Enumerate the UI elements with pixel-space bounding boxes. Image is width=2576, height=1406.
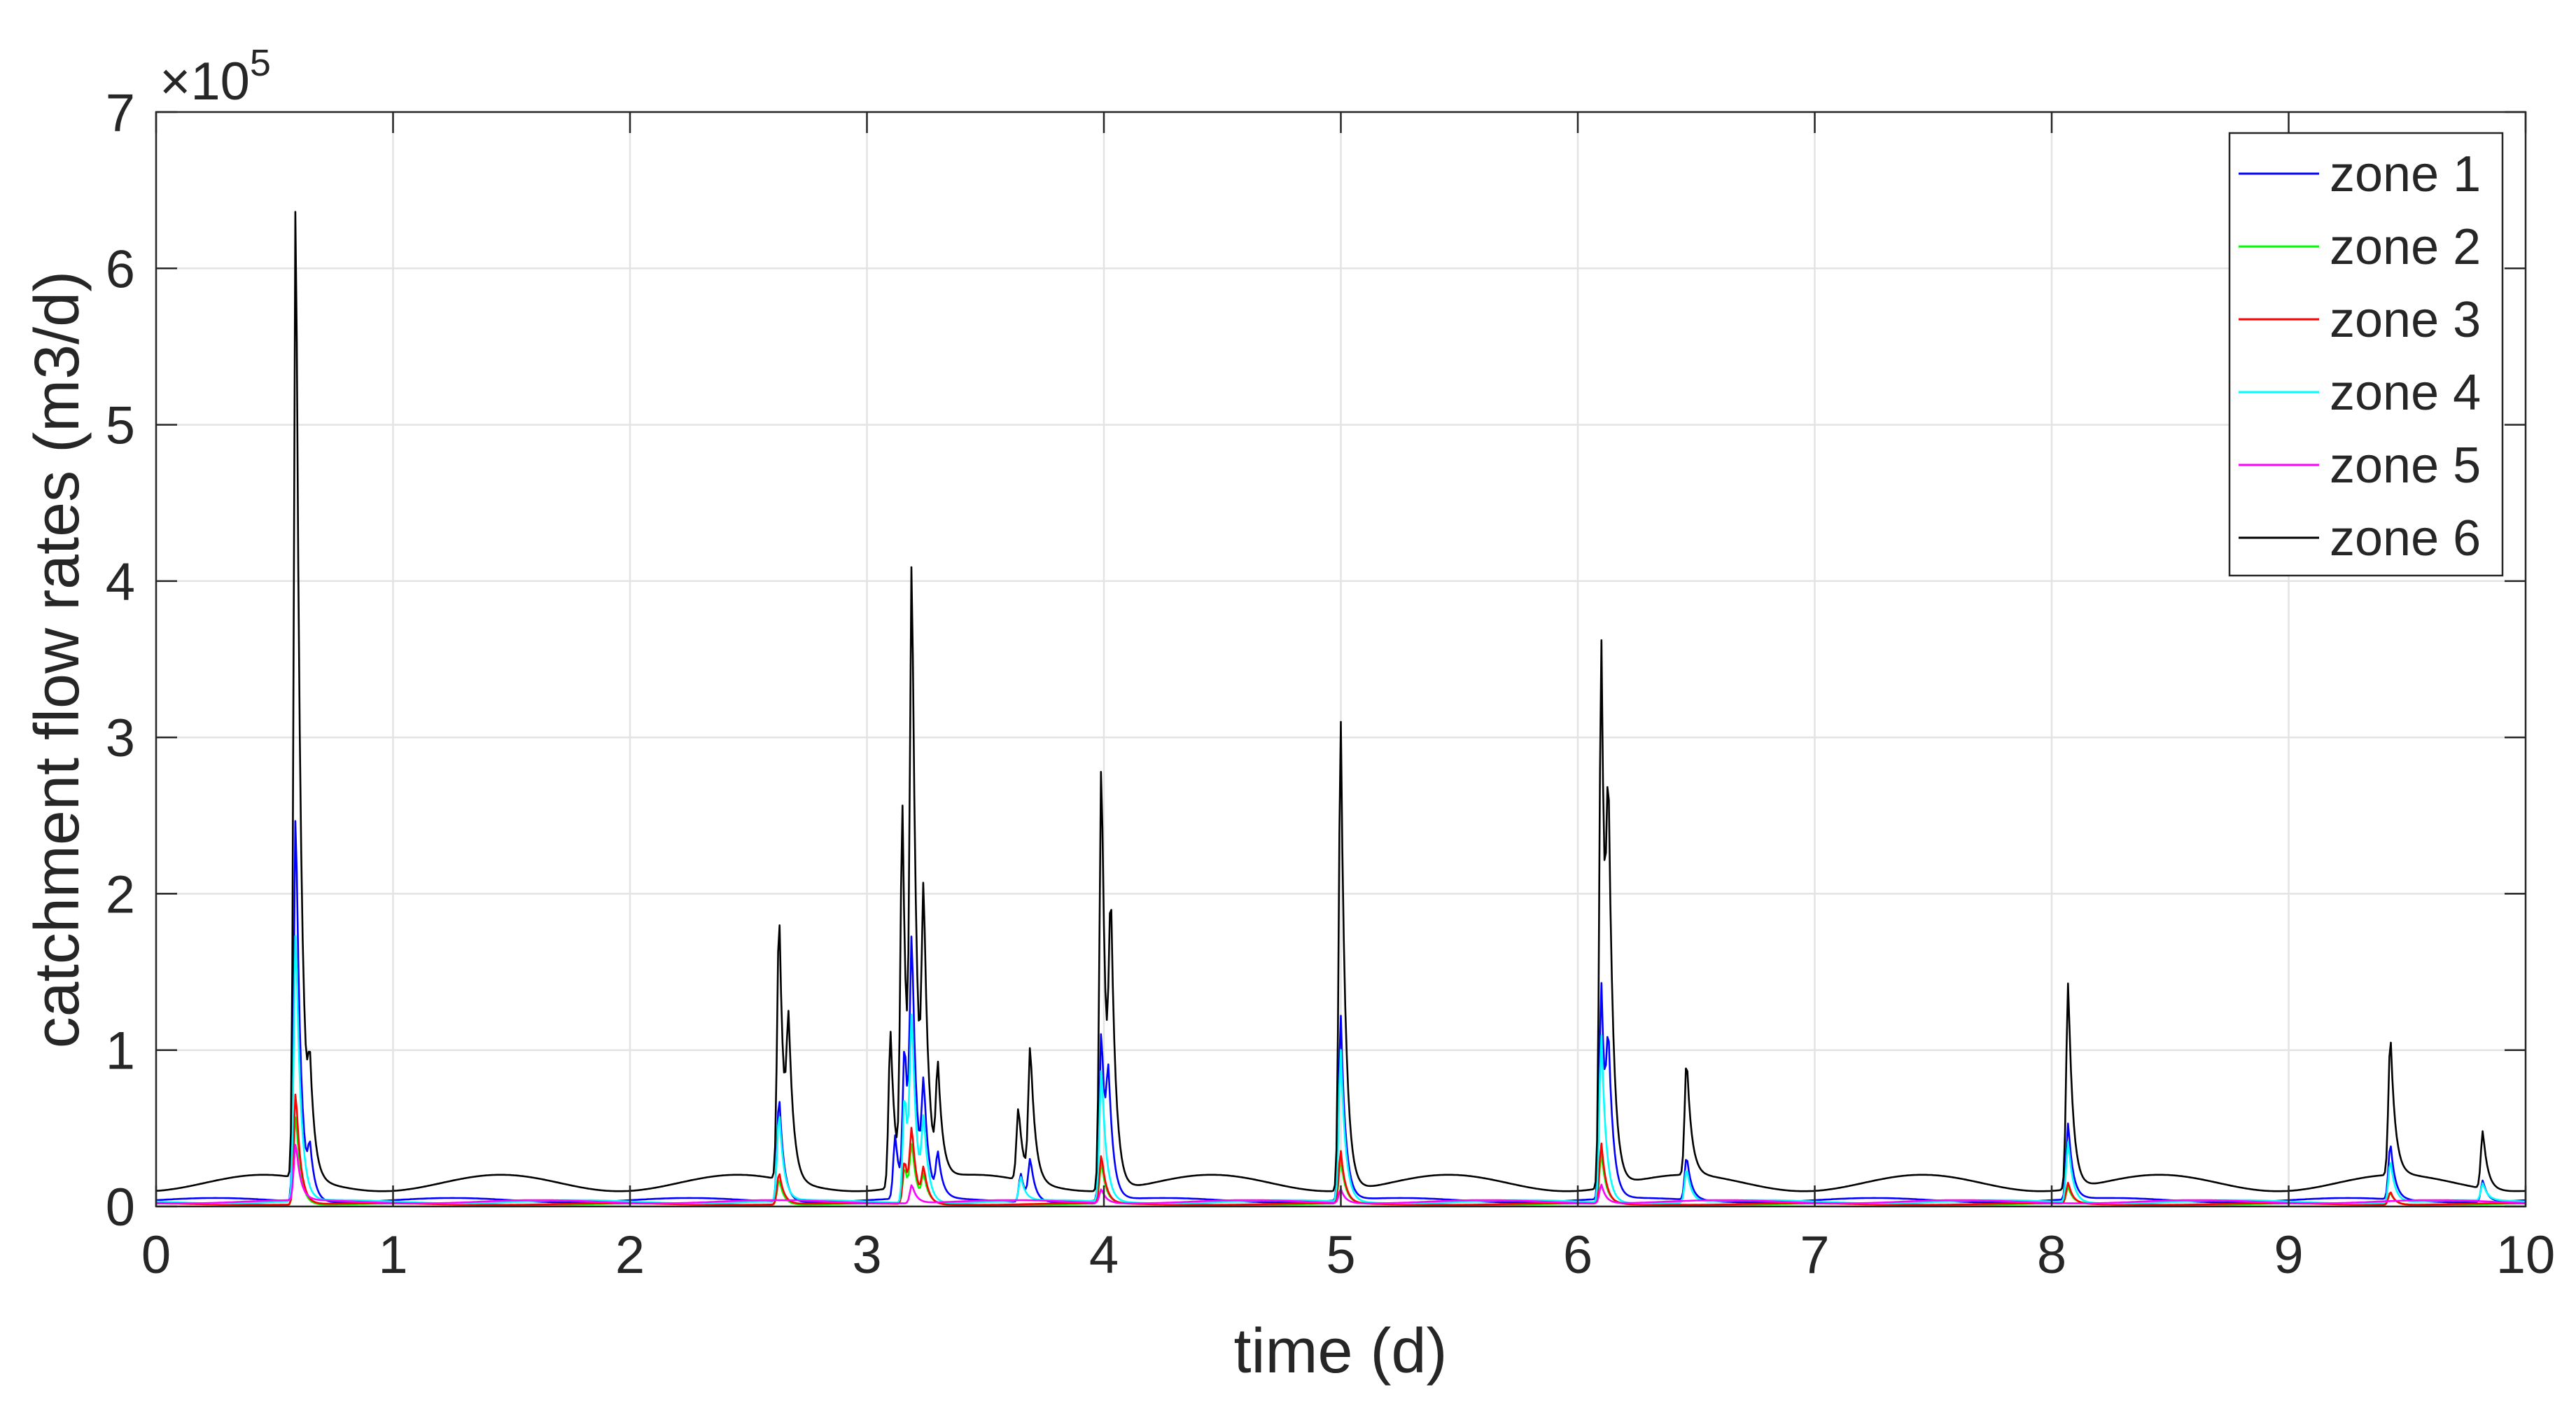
x-tick-label: 0 [141,1225,171,1285]
x-tick-label: 10 [2496,1225,2556,1285]
x-tick-label: 9 [2274,1225,2303,1285]
y-tick-label: 2 [106,865,135,924]
x-tick-label: 3 [852,1225,881,1285]
x-tick-label: 7 [1800,1225,1829,1285]
series-line-zone-6 [155,211,2526,1192]
legend-label: zone 3 [2330,292,2481,348]
series-line-zone-3 [156,1093,2526,1206]
legend-label: zone 1 [2330,146,2481,202]
y-tick-label: 0 [106,1178,135,1237]
y-tick-labels: 0 1 2 3 4 5 6 7 [106,83,135,1237]
x-axis-title: time (d) [1233,1316,1447,1386]
legend-label: zone 5 [2330,438,2481,494]
legend-label: zone 4 [2330,365,2481,421]
ticks [155,111,2527,1208]
y-tick-label: 1 [106,1022,135,1081]
x-tick-label: 5 [1326,1225,1355,1285]
series-line-zone-1 [155,820,2526,1204]
y-tick-label: 7 [106,83,135,143]
y-tick-label: 6 [106,239,135,299]
x-tick-label: 6 [1563,1225,1592,1285]
x-tick-label: 8 [2037,1225,2066,1285]
legend-label: zone 6 [2330,510,2481,566]
legend-box [2228,132,2504,577]
legend-label: zone 2 [2330,219,2481,275]
y-tick-label: 3 [106,709,135,768]
y-axis-title: catchment flow rates (m3/d) [22,271,92,1048]
legend: zone 1 zone 2 zone 3 zone 4 zone 5 zone 6 [2228,132,2504,577]
x-tick-label: 4 [1089,1225,1119,1285]
y-tick-label: 5 [106,396,135,456]
y-exponent-label: ×105 [160,42,271,111]
x-tick-labels: 0 1 2 3 4 5 6 7 8 9 10 [141,1225,2555,1285]
x-tick-label: 1 [378,1225,407,1285]
y-tick-label: 4 [106,552,135,612]
x-tick-label: 2 [615,1225,645,1285]
